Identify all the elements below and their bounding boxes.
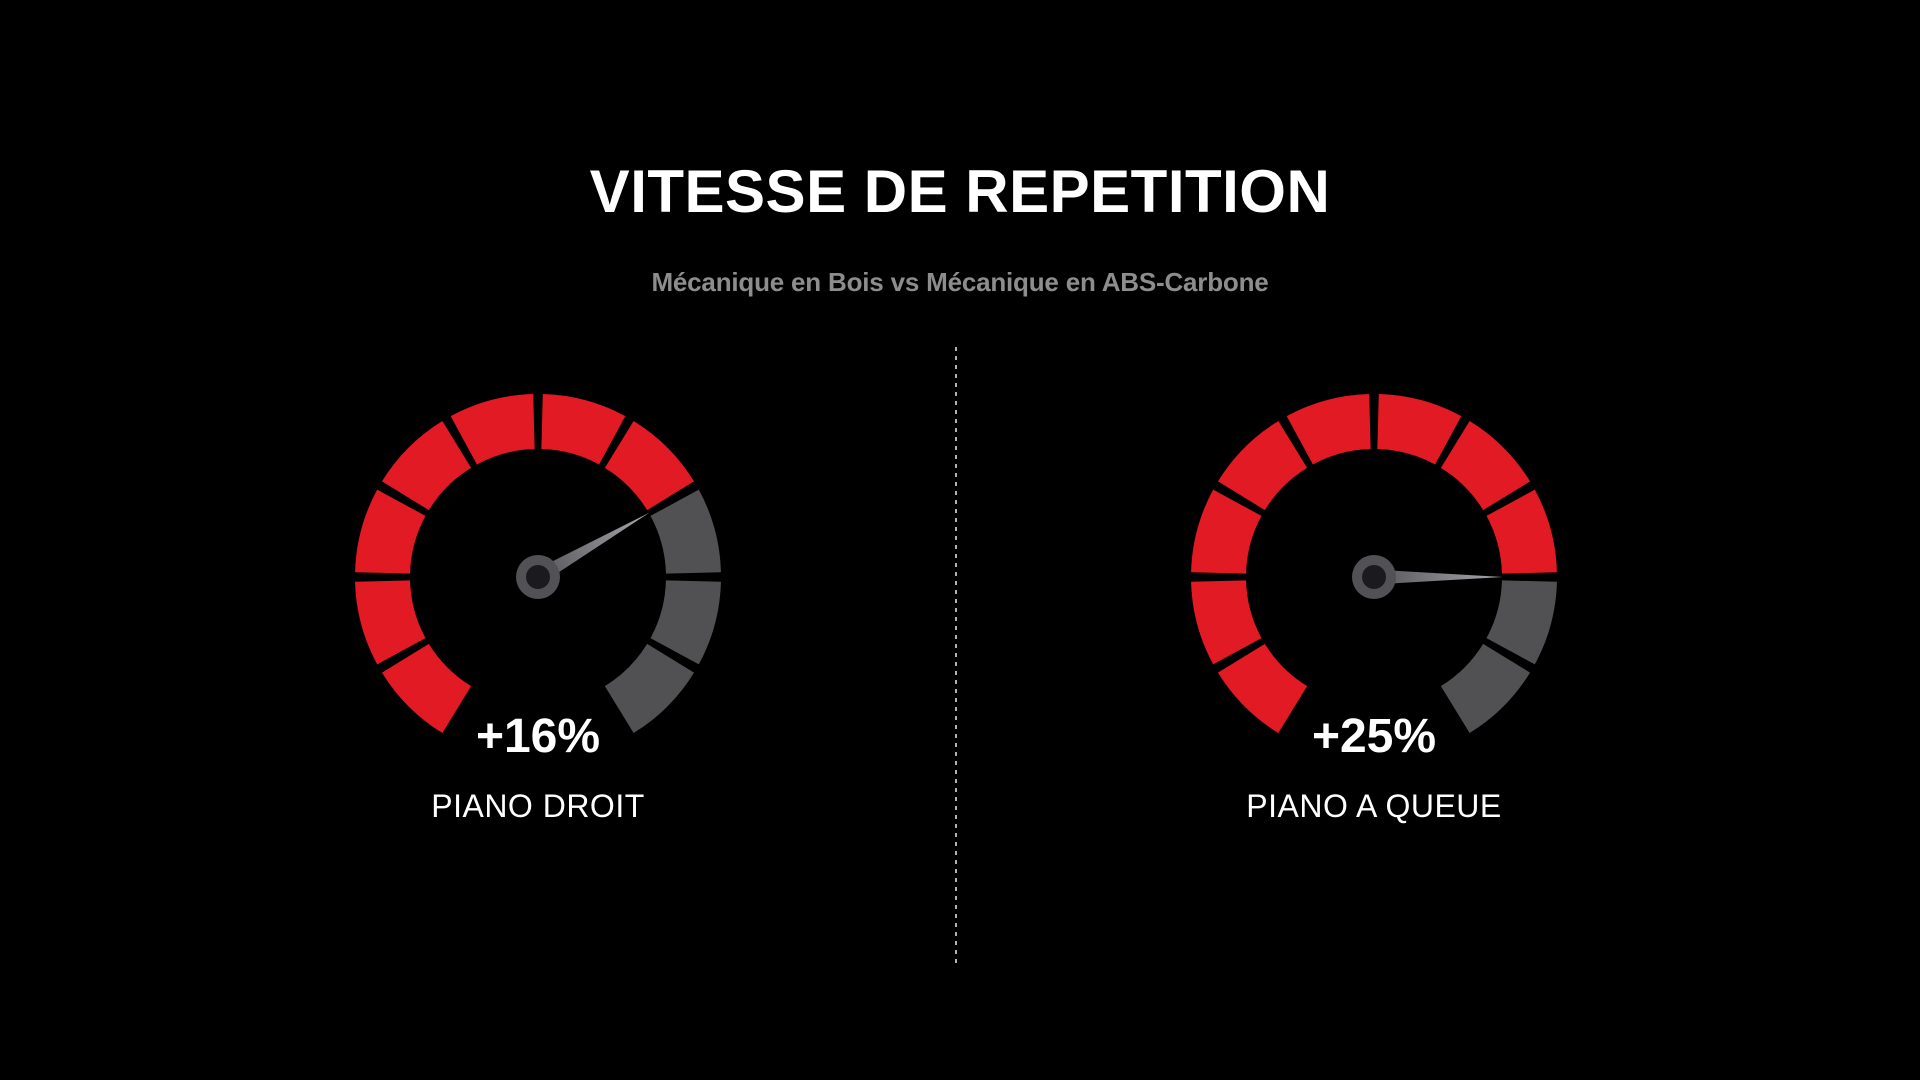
gauge-value: +16% bbox=[475, 710, 601, 763]
gauge-chart-piano-a-queue bbox=[1191, 394, 1557, 847]
gauge-piano-droit: +16% PIANO DROIT bbox=[298, 377, 778, 857]
page-subtitle: Mécanique en Bois vs Mécanique en ABS-Ca… bbox=[651, 267, 1269, 297]
vertical-dotted-divider bbox=[955, 347, 957, 965]
gauge-title: PIANO A QUEUE bbox=[1246, 788, 1502, 824]
page-title: VITESSE DE REPETITION bbox=[589, 158, 1331, 225]
gauge-chart-piano-droit bbox=[355, 394, 721, 847]
gauge-title: PIANO DROIT bbox=[431, 788, 645, 824]
gauge-piano-a-queue: +25% PIANO A QUEUE bbox=[1134, 377, 1614, 857]
gauge-value: +25% bbox=[1311, 710, 1437, 763]
